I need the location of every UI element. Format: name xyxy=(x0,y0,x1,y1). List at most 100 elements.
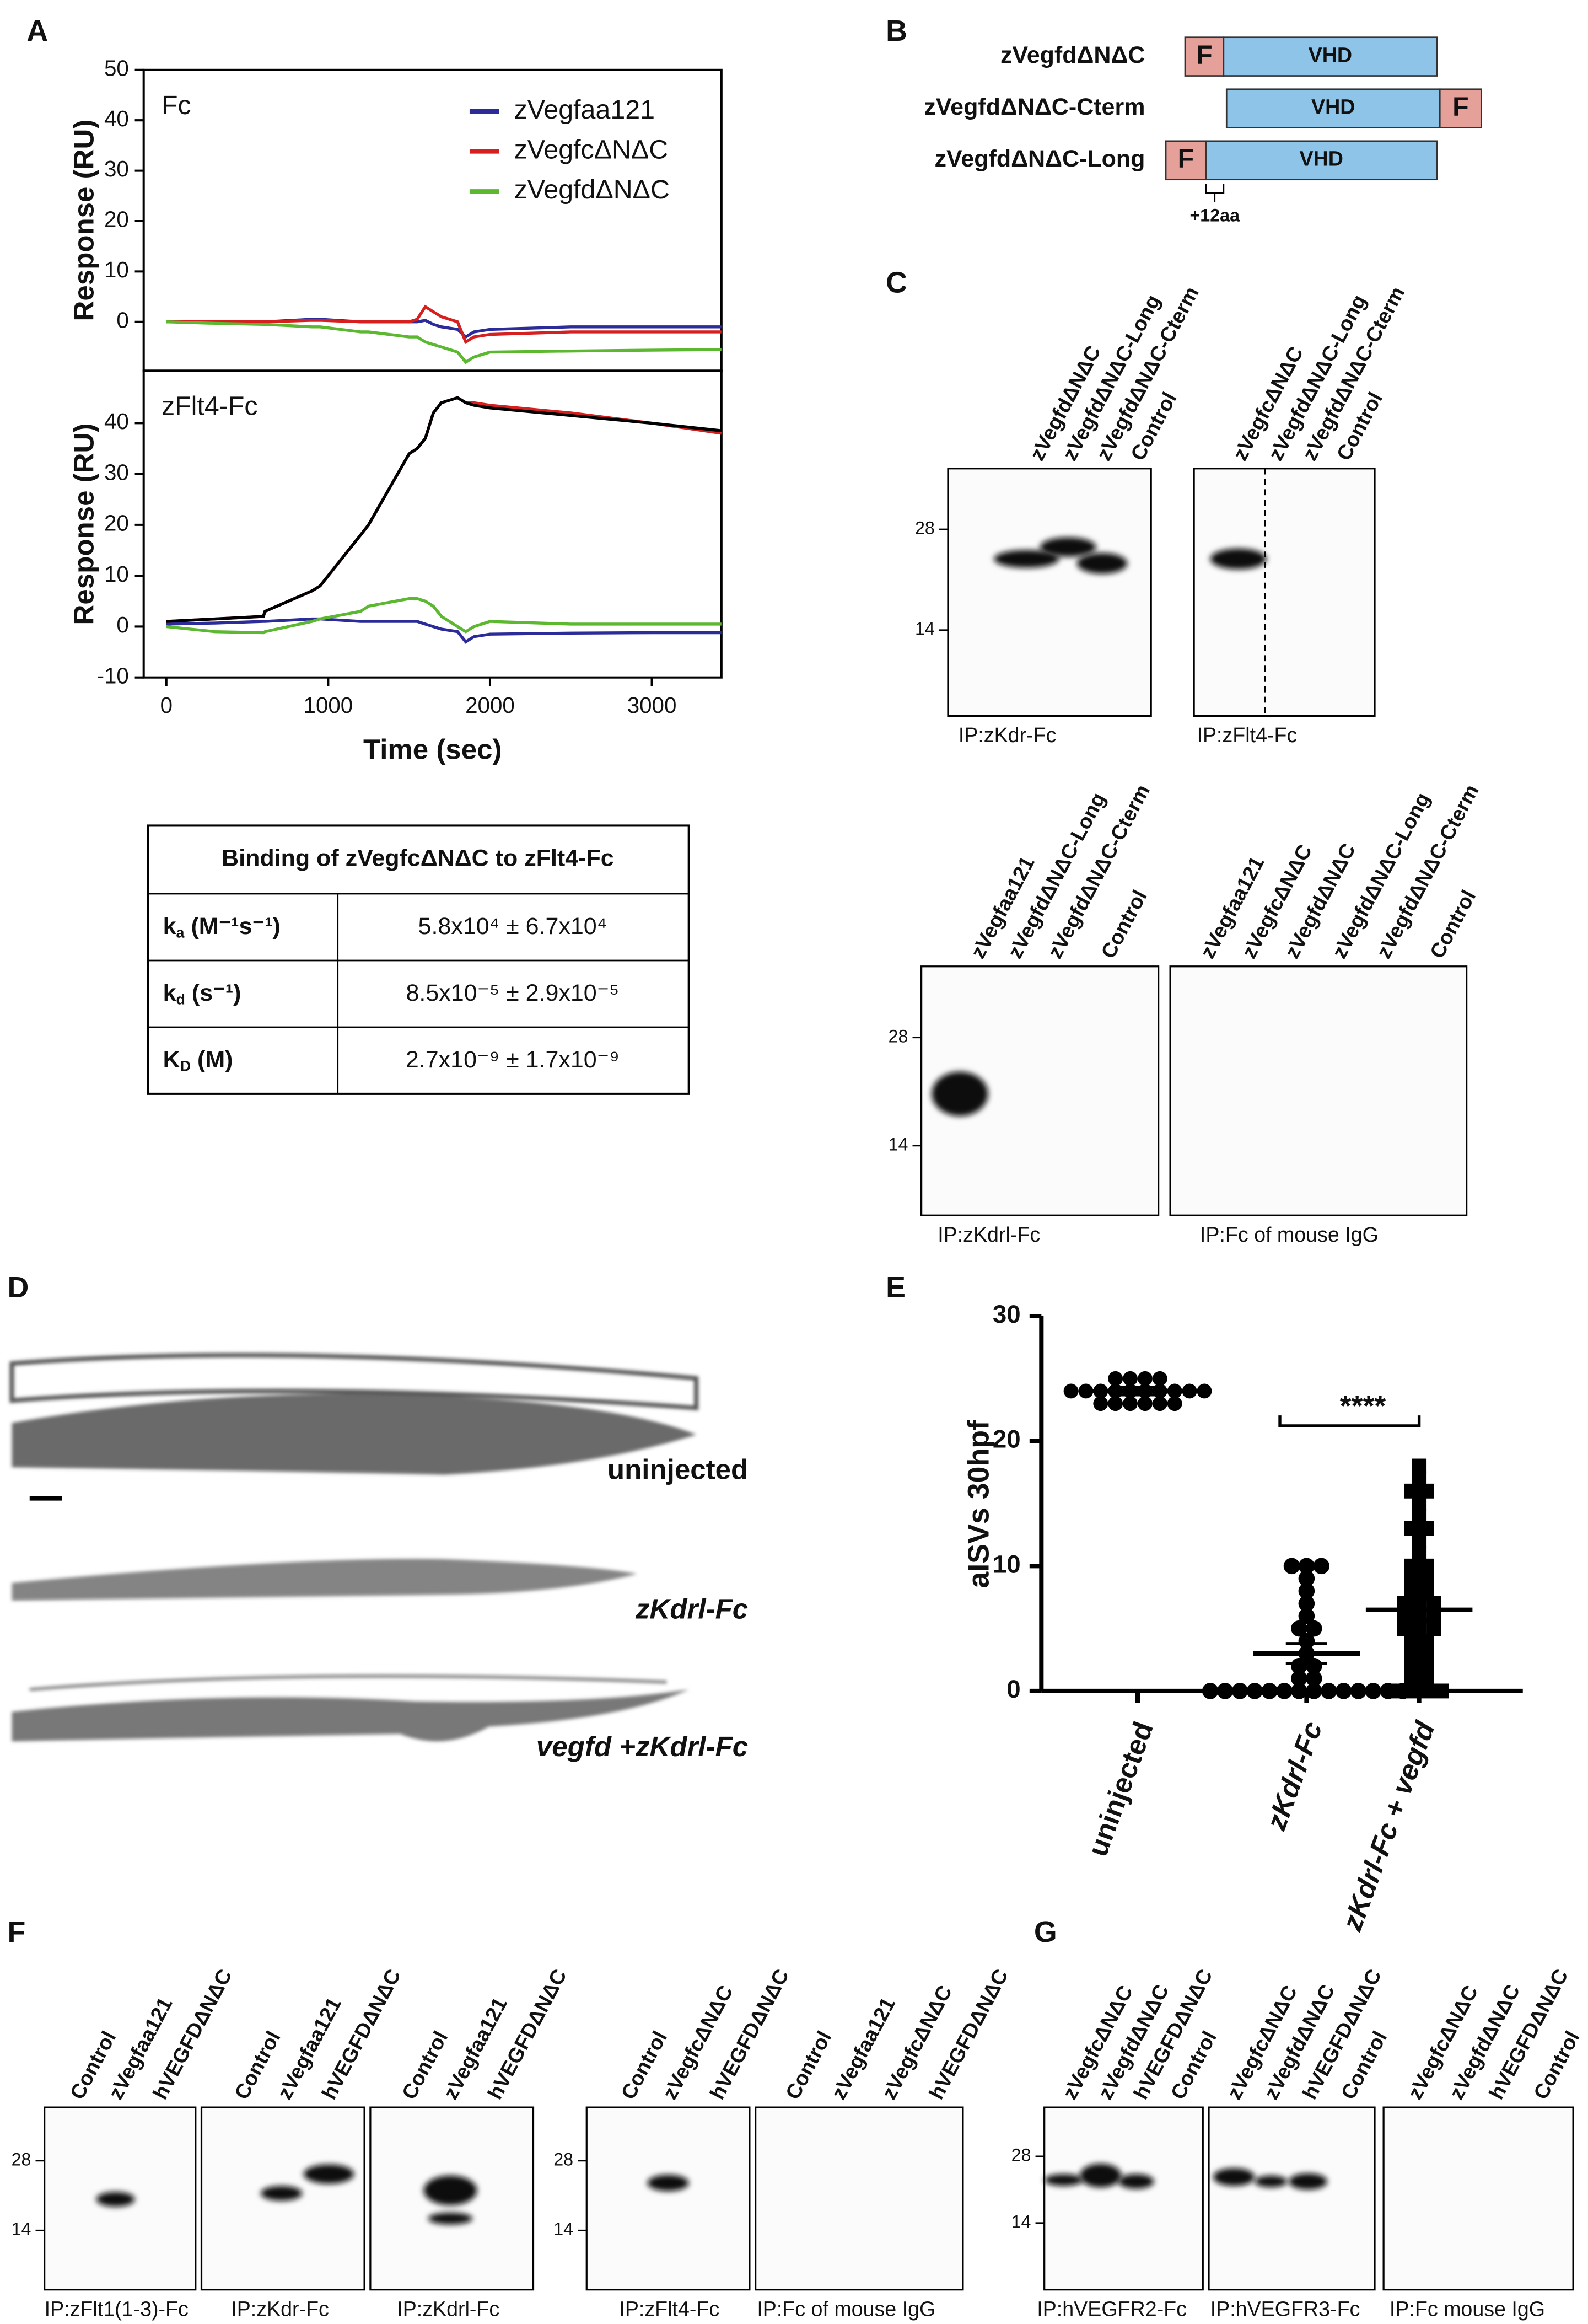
construct-name: zVegfdΔNΔC-Cterm xyxy=(924,94,1145,120)
y-axis-label: Response (RU) xyxy=(68,423,99,625)
data-point xyxy=(1291,1657,1307,1674)
blot-caption: IP:hVEGFR3-Fc xyxy=(1210,2297,1360,2320)
data-point xyxy=(1404,1584,1419,1599)
unit: (s⁻¹) xyxy=(185,980,241,1006)
marker-label: 28 xyxy=(915,518,935,538)
data-point xyxy=(1404,1659,1419,1674)
error-bar xyxy=(1117,1386,1159,1397)
band xyxy=(1040,537,1096,557)
data-point xyxy=(1404,1483,1419,1499)
domain xyxy=(1225,88,1441,128)
data-point xyxy=(1426,1621,1441,1636)
band xyxy=(1289,2173,1327,2190)
data-point xyxy=(1404,1558,1419,1574)
panel-label: B xyxy=(886,14,907,47)
data-point xyxy=(1306,1620,1322,1637)
y-tick-label: 20 xyxy=(104,511,129,536)
data-point xyxy=(1412,1533,1427,1549)
series-line xyxy=(166,304,722,345)
y-tick-label: -10 xyxy=(97,663,129,688)
marker-label: 28 xyxy=(553,2149,573,2169)
data-point xyxy=(1404,1646,1419,1661)
data-point xyxy=(1231,1683,1248,1699)
construct-name: zVegfdΔNΔC xyxy=(1000,42,1145,68)
row-label: KD (M) xyxy=(163,1046,233,1074)
data-point xyxy=(1306,1657,1322,1674)
band xyxy=(1080,2164,1122,2188)
data-point xyxy=(1298,1595,1315,1612)
data-point xyxy=(1167,1396,1182,1411)
y-tick-label: 30 xyxy=(993,1300,1021,1328)
data-point xyxy=(1298,1582,1315,1600)
y-tick-label: 10 xyxy=(104,562,129,587)
marker-label: 28 xyxy=(889,1026,908,1046)
domain xyxy=(1223,36,1438,77)
embryo-label: uninjected xyxy=(607,1454,748,1485)
series-line xyxy=(166,320,722,364)
data-point xyxy=(1197,1383,1212,1399)
data-point xyxy=(1276,1683,1293,1699)
legend-label: zVegfcΔNΔC xyxy=(514,135,669,164)
blot-caption: IP:zFlt4-Fc xyxy=(1197,723,1298,747)
band xyxy=(1210,548,1267,570)
data-point xyxy=(1434,1683,1449,1699)
error-bar xyxy=(1285,1642,1327,1665)
y-tick-label: 30 xyxy=(104,157,129,181)
data-point xyxy=(1320,1683,1337,1699)
data-point xyxy=(1152,1371,1167,1386)
band xyxy=(994,550,1059,568)
data-point xyxy=(1298,1608,1315,1624)
data-point xyxy=(1412,1546,1427,1561)
panel-label: F xyxy=(7,1915,25,1949)
row-label: ka (M⁻¹s⁻¹) xyxy=(163,913,281,941)
data-point xyxy=(1404,1521,1419,1536)
x-tick-label: zKdrl-Fc xyxy=(1260,1717,1328,1834)
band xyxy=(1118,2174,1154,2189)
y-tick-label: 20 xyxy=(104,207,129,232)
lane-label: hVEGFDΔNΔC xyxy=(483,1965,571,2103)
legend-label: zVegfaa121 xyxy=(514,95,655,125)
panel-label: E xyxy=(886,1271,906,1304)
y-axis-label: aISVs 30hpf xyxy=(962,1420,995,1588)
data-point xyxy=(1291,1670,1307,1687)
data-point xyxy=(1298,1558,1315,1575)
data-point xyxy=(1313,1558,1330,1575)
data-point xyxy=(1123,1371,1138,1386)
x-axis-label: Time (sec) xyxy=(363,734,502,765)
symbol: K xyxy=(163,1046,180,1073)
x-tick-label: zKdrl-Fc + vegfd xyxy=(1336,1716,1441,1935)
embryo-image xyxy=(12,1559,637,1601)
data-point xyxy=(1152,1396,1167,1411)
data-point xyxy=(1138,1396,1153,1411)
domain xyxy=(1205,140,1438,181)
data-point xyxy=(1412,1471,1427,1486)
panel-label: C xyxy=(886,266,907,299)
data-point xyxy=(1298,1633,1315,1650)
symbol: k xyxy=(163,980,176,1006)
embryo-images xyxy=(9,1352,699,1742)
y-tick-label: 40 xyxy=(104,106,129,131)
series-line xyxy=(166,617,722,644)
blot xyxy=(1193,468,1376,717)
blot xyxy=(585,2106,751,2291)
data-point xyxy=(1246,1683,1263,1699)
row-label: kd (s⁻¹) xyxy=(163,980,241,1007)
data-point xyxy=(1419,1558,1434,1574)
data-point xyxy=(1419,1646,1434,1661)
x-tick-label: uninjected xyxy=(1081,1717,1159,1860)
data-point xyxy=(1419,1633,1434,1649)
data-point xyxy=(1261,1683,1278,1699)
data-point xyxy=(1202,1683,1219,1699)
band xyxy=(1076,552,1128,574)
data-point xyxy=(1335,1683,1352,1699)
x-tick-label: 3000 xyxy=(627,693,677,718)
marker-label: 14 xyxy=(553,2219,573,2239)
data-point xyxy=(1419,1659,1434,1674)
legend-label: zVegfdΔNΔC xyxy=(514,175,670,205)
data-point xyxy=(1093,1396,1108,1411)
blot xyxy=(1169,965,1468,1216)
y-tick-label: 20 xyxy=(993,1425,1021,1453)
data-point xyxy=(1283,1558,1300,1575)
panel-label: A xyxy=(26,14,48,47)
